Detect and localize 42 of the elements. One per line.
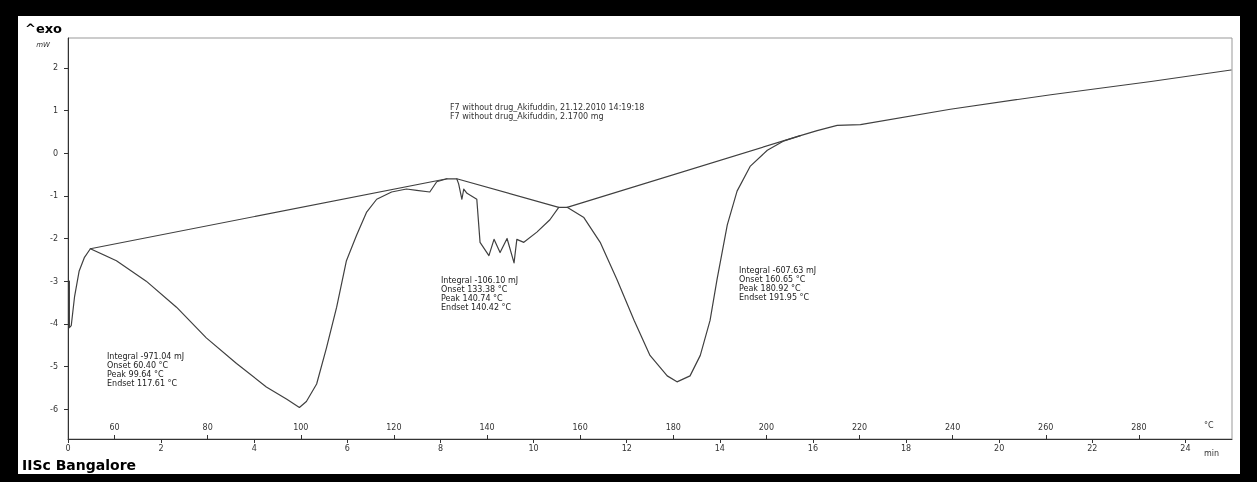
- x2-tick-label: 240: [945, 422, 961, 432]
- x2-tick-label: 260: [1038, 422, 1054, 432]
- annotation: Integral -106.10 mJ Onset 133.38 °C Peak 140.74 °C Endset 140.42 °C: [441, 276, 519, 312]
- x-tick-label: 4: [251, 443, 257, 453]
- x-tick-label: 0: [65, 443, 71, 453]
- y-tick-label: -6: [50, 404, 58, 414]
- x2-tick-label: 220: [851, 422, 868, 432]
- annotation: Integral -971.04 mJ Onset 60.40 °C Peak 99.64 °C Endset 117.61 °C: [107, 352, 185, 388]
- x-tick-label: 24: [1180, 443, 1191, 453]
- y-tick-label: -1: [50, 191, 58, 201]
- y-tick-label: 1: [52, 106, 58, 116]
- x2-tick-label: 160: [572, 422, 588, 432]
- x-tick-label: 16: [807, 443, 819, 453]
- x2-tick-label: 280: [1131, 422, 1147, 432]
- x-tick-label: 8: [437, 443, 444, 453]
- x-tick-label: 14: [714, 443, 725, 453]
- x2-tick-label: 80: [202, 422, 213, 432]
- y-tick-label: -4: [50, 319, 58, 329]
- x-tick-label: 10: [528, 443, 539, 453]
- x-tick-label: 6: [344, 443, 350, 453]
- y-tick-label: 0: [52, 148, 58, 158]
- text: IISc Bangalore: [22, 457, 137, 473]
- y-tick-label: -3: [50, 276, 58, 286]
- x2-tick-label: 60: [109, 422, 120, 432]
- y-tick-label: -2: [50, 234, 58, 243]
- annotation: Integral -607.63 mJ Onset 160.65 °C Peak 180.92 °C Endset 191.95 °C: [739, 266, 817, 302]
- x2-tick-label: 120: [386, 422, 402, 432]
- y-tick-label: -5: [50, 361, 58, 371]
- x-axis-title: min: [1204, 448, 1220, 458]
- x-tick-label: 22: [1087, 443, 1098, 453]
- x2-axis-title: °C: [1204, 420, 1214, 430]
- x2-tick-label: 100: [293, 422, 309, 432]
- x2-tick-label: 140: [479, 422, 495, 432]
- x-tick-label: 12: [621, 443, 632, 453]
- y-tick-label: 2: [52, 63, 58, 73]
- x-tick-label: 20: [994, 443, 1005, 453]
- text: F7 without drug_Akifuddin, 21.12.2010 14:19:18 F7 without drug_Akifuddin, 2.1700 mg: [450, 103, 645, 121]
- x2-tick-label: 180: [665, 422, 681, 432]
- x2-tick-label: 200: [758, 422, 775, 432]
- chart-title: ^exo: [25, 21, 63, 36]
- x-tick-label: 2: [158, 443, 164, 453]
- x-tick-label: 18: [900, 443, 912, 453]
